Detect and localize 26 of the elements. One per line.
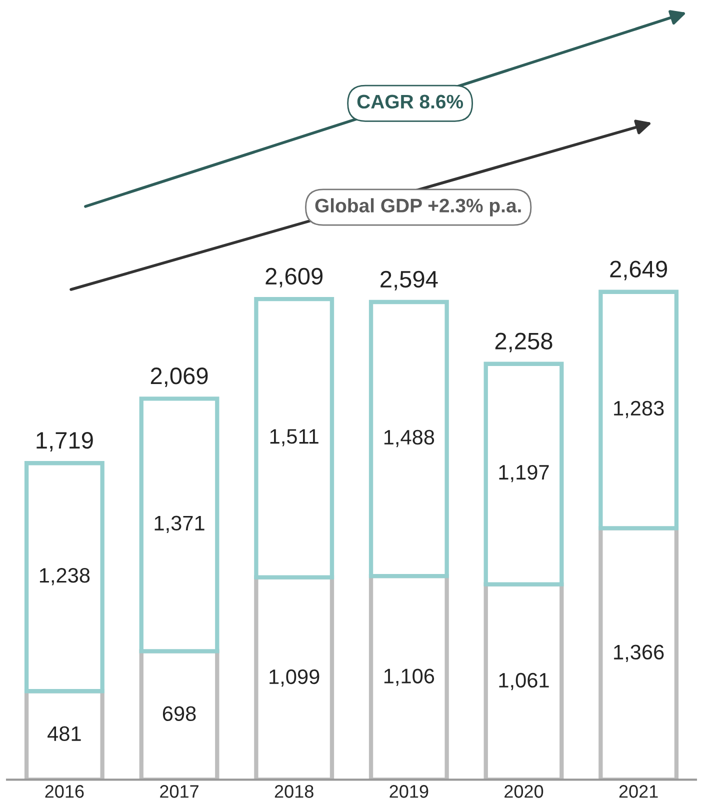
data-label: 1,197 — [499, 464, 549, 482]
x-tick-label: 2019 — [390, 785, 428, 798]
data-label: 1,366 — [614, 644, 664, 662]
x-tick-label: 2016 — [45, 785, 84, 798]
total-label: 2,258 — [495, 332, 552, 352]
total-label: 2,069 — [150, 368, 208, 388]
total-label: 2,594 — [380, 270, 438, 290]
data-label: 1,371 — [154, 516, 204, 533]
x-tick-label: 2021 — [619, 785, 658, 798]
data-label: 1,238 — [40, 568, 90, 586]
total-label: 1,719 — [36, 432, 93, 452]
data-label: 1,283 — [614, 400, 664, 418]
data-label: 1,106 — [384, 668, 434, 686]
data-label: 698 — [162, 706, 196, 722]
data-label: 481 — [48, 726, 81, 742]
data-label: 1,511 — [270, 429, 318, 446]
data-label: 1,488 — [384, 430, 434, 448]
text: Global GDP +2.3% p.a. — [315, 198, 521, 216]
x-tick-label: 2017 — [160, 785, 198, 798]
total-label: 2,649 — [610, 260, 667, 280]
x-tick-label: 2020 — [504, 785, 544, 798]
total-label: 2,609 — [266, 268, 323, 288]
text: CAGR 8.6% — [357, 94, 464, 109]
data-label: 1,061 — [499, 672, 549, 690]
x-tick-label: 2018 — [274, 785, 314, 798]
data-label: 1,099 — [270, 669, 320, 687]
